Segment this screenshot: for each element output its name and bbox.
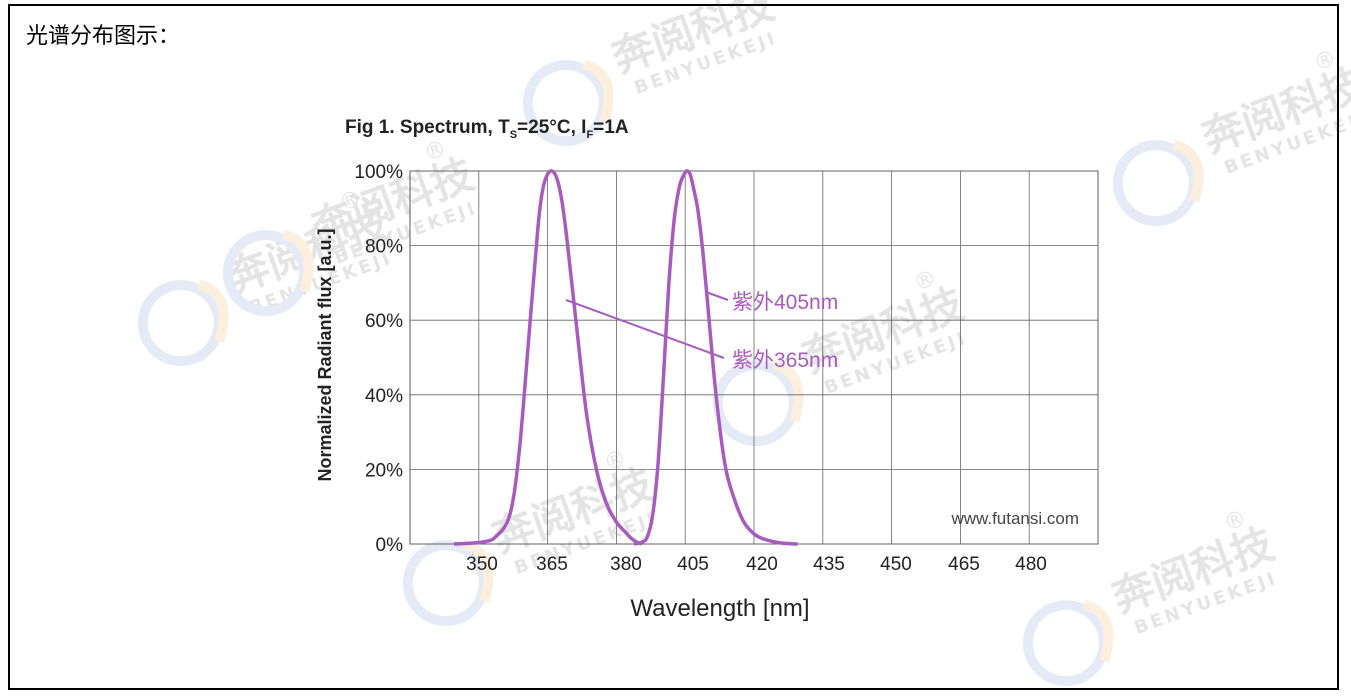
series-line-405nm bbox=[633, 169, 798, 546]
x-tick-label: 465 bbox=[948, 554, 980, 575]
series-line-365nm bbox=[453, 169, 643, 546]
y-tick-label: 0% bbox=[376, 535, 404, 556]
watermark-emblem-icon bbox=[137, 280, 224, 367]
page-heading: 光谱分布图示： bbox=[26, 24, 181, 49]
watermark-emblem-accent bbox=[197, 279, 229, 343]
y-axis-ticks: 0% 20% 40% 60% 80% 100% bbox=[354, 162, 403, 556]
x-tick-label: 450 bbox=[880, 554, 912, 575]
figure-frame bbox=[8, 4, 1339, 690]
watermark-emblem-icon bbox=[402, 540, 489, 627]
watermark-emblem-accent bbox=[282, 229, 314, 293]
x-tick-label: 435 bbox=[813, 554, 845, 575]
x-tick-label: 405 bbox=[677, 554, 709, 575]
watermark-emblem-icon bbox=[222, 230, 309, 317]
watermark-emblem-accent bbox=[462, 539, 494, 603]
x-tick-label: 420 bbox=[746, 554, 778, 575]
watermark-emblem-accent bbox=[582, 59, 614, 123]
watermark-emblem-icon bbox=[522, 60, 609, 147]
annotation-label-365: 紫外365nm bbox=[732, 349, 838, 372]
y-tick-label: 100% bbox=[354, 162, 403, 183]
x-tick-label: 350 bbox=[466, 554, 498, 575]
watermark-emblem-icon bbox=[1112, 140, 1199, 227]
watermark-emblem-accent bbox=[1172, 139, 1204, 203]
watermark-emblem-accent bbox=[772, 359, 804, 423]
y-tick-label: 40% bbox=[365, 386, 403, 407]
chart-title: Fig 1. Spectrum, TS=25°C, IF=1A bbox=[345, 117, 629, 141]
y-tick-label: 80% bbox=[365, 237, 403, 258]
annotation-leader-405 bbox=[705, 291, 729, 301]
watermark-emblem-icon bbox=[1022, 600, 1109, 687]
watermark-layer: 奔阅科技BENYUEKEJI®奔阅科技BENYUEKEJI®奔阅科技BENYUE… bbox=[137, 0, 1351, 687]
x-tick-label: 480 bbox=[1015, 554, 1047, 575]
watermark-emblem-accent bbox=[1082, 599, 1114, 663]
y-axis-label: Normalized Radiant flux [a.u.] bbox=[315, 228, 335, 481]
annotation-label-405: 紫外405nm bbox=[732, 291, 838, 314]
chart-series bbox=[453, 169, 798, 546]
x-axis-label: Wavelength [nm] bbox=[630, 595, 809, 622]
y-tick-label: 20% bbox=[365, 460, 403, 481]
x-axis-ticks: 350 365 380 405 420 435 450 465 480 bbox=[466, 554, 1047, 575]
x-tick-label: 365 bbox=[536, 554, 568, 575]
source-url-label: www.futansi.com bbox=[950, 509, 1079, 528]
annotation-leader-365 bbox=[565, 299, 725, 359]
x-tick-label: 380 bbox=[610, 554, 642, 575]
y-tick-label: 60% bbox=[365, 311, 403, 332]
